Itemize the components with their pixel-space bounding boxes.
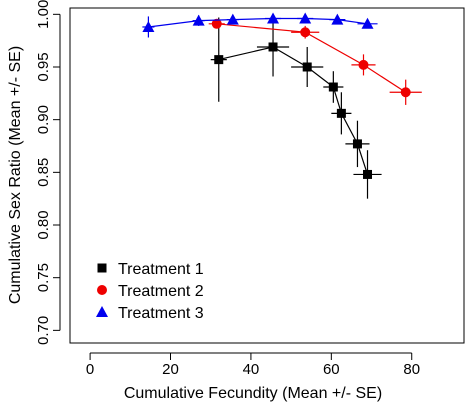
y-axis-title: Cumulative Sex Ratio (Mean +/- SE) <box>7 46 24 304</box>
x-tick-label: 0 <box>86 361 94 378</box>
legend-circle-marker <box>97 285 107 295</box>
x-tick-label: 80 <box>403 361 420 378</box>
series-3 <box>142 12 378 38</box>
legend-label: Treatment 3 <box>118 305 204 322</box>
data-point-triangle <box>192 14 205 26</box>
data-point-triangle <box>299 12 312 24</box>
y-tick-label: 0.85 <box>35 158 52 187</box>
y-tick-label: 0.80 <box>35 210 52 239</box>
x-tick-label: 60 <box>323 361 340 378</box>
data-point-circle <box>400 87 411 98</box>
y-tick-label: 0.75 <box>35 263 52 292</box>
y-tick-label: 0.70 <box>35 316 52 345</box>
data-point-square <box>214 55 224 65</box>
data-point-circle <box>300 27 311 38</box>
data-point-square <box>302 62 312 72</box>
x-tick-label: 40 <box>243 361 260 378</box>
legend-label: Treatment 2 <box>118 283 204 300</box>
data-point-square <box>352 139 362 149</box>
y-tick-label: 1.00 <box>35 0 52 29</box>
plot-box <box>69 7 465 344</box>
data-point-triangle <box>226 13 239 25</box>
data-point-triangle <box>361 17 374 29</box>
y-axis: 0.70 0.75 0.80 0.85 0.90 0.95 1.00 <box>35 0 61 345</box>
series-layer <box>142 12 422 199</box>
data-point-square <box>336 108 346 118</box>
series-1 <box>210 17 382 199</box>
data-point-triangle <box>331 13 344 25</box>
data-point-square <box>328 82 338 92</box>
legend-label: Treatment 1 <box>118 261 204 278</box>
data-point-circle <box>211 18 222 29</box>
data-point-triangle <box>267 12 280 24</box>
y-tick-label: 0.90 <box>35 105 52 134</box>
y-tick-label: 0.95 <box>35 52 52 81</box>
data-point-square <box>268 42 278 52</box>
x-axis-title: Cumulative Fecundity (Mean +/- SE) <box>124 385 382 402</box>
legend-triangle-marker <box>96 306 108 317</box>
series-line <box>216 23 407 93</box>
legend-square-marker <box>97 263 107 273</box>
x-tick-label: 20 <box>162 361 179 378</box>
series-2 <box>208 18 422 105</box>
data-point-square <box>363 169 373 179</box>
data-point-circle <box>358 59 369 70</box>
data-point-triangle <box>142 20 155 32</box>
x-axis: 0 20 40 60 80 <box>86 352 420 378</box>
legend: Treatment 1 Treatment 2 Treatment 3 <box>96 261 204 322</box>
